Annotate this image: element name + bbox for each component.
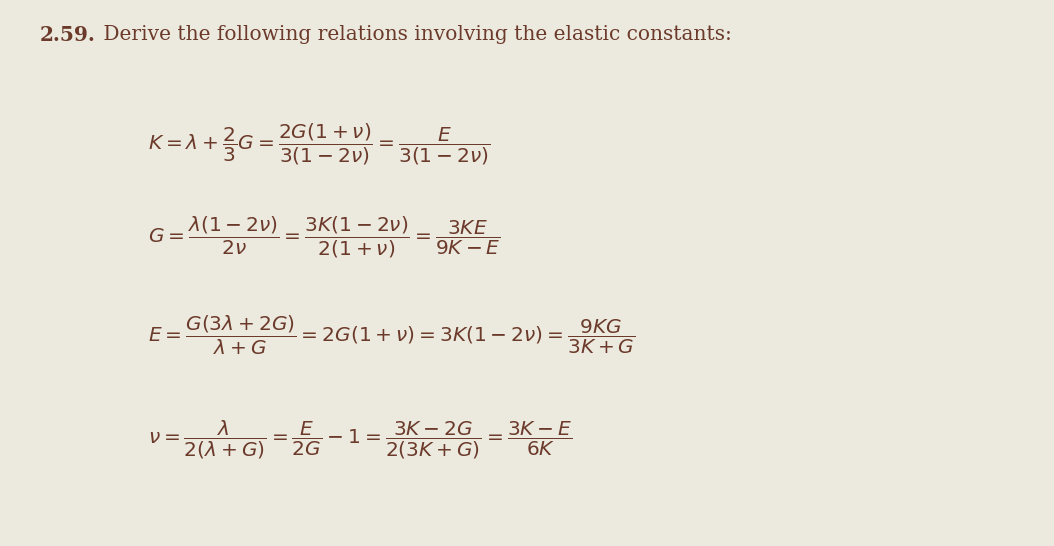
Text: 2.59.: 2.59. (40, 25, 96, 45)
Text: $K = \lambda +\dfrac{2}{3}G = \dfrac{2G(1+\nu)}{3(1-2\nu)} = \dfrac{E}{3(1-2\nu): $K = \lambda +\dfrac{2}{3}G = \dfrac{2G(… (148, 122, 490, 167)
Text: $E = \dfrac{G(3\lambda+2G)}{\lambda+G} = 2G(1+\nu) = 3K(1-2\nu) = \dfrac{9KG}{3K: $E = \dfrac{G(3\lambda+2G)}{\lambda+G} =… (148, 314, 636, 358)
Text: $\nu = \dfrac{\lambda}{2(\lambda+G)} = \dfrac{E}{2G} - 1 = \dfrac{3K-2G}{2(3K+G): $\nu = \dfrac{\lambda}{2(\lambda+G)} = \… (148, 418, 572, 461)
Text: $G = \dfrac{\lambda(1-2\nu)}{2\nu} = \dfrac{3K(1-2\nu)}{2(1+\nu)} = \dfrac{3KE}{: $G = \dfrac{\lambda(1-2\nu)}{2\nu} = \df… (148, 215, 501, 260)
Text: Derive the following relations involving the elastic constants:: Derive the following relations involving… (97, 25, 731, 44)
